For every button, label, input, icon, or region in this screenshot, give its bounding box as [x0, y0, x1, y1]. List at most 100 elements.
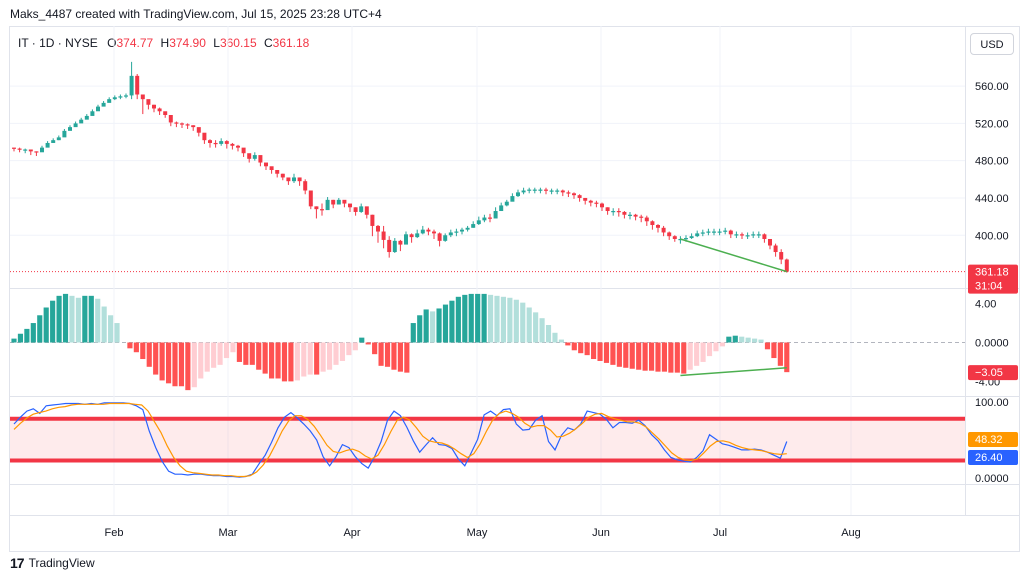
close-label: C [263, 36, 273, 50]
candle-body [90, 111, 95, 116]
candle-body [224, 141, 229, 144]
candle-body [17, 148, 22, 150]
last-price-box [968, 264, 1018, 294]
open-value: 374.77 [116, 36, 154, 50]
candle-body [118, 96, 123, 98]
candle-body [303, 181, 308, 191]
candle-body [331, 199, 336, 205]
momentum-bar [487, 294, 494, 343]
candle-body [392, 240, 397, 253]
momentum-bar [578, 342, 584, 354]
candle-body [566, 192, 571, 194]
candle-body [588, 200, 593, 203]
x-axis-tick: Jul [713, 527, 727, 539]
candle-body [180, 123, 184, 125]
momentum-bar [236, 342, 242, 362]
candle-body [51, 140, 56, 143]
momentum-bar [314, 342, 320, 375]
candle-body [639, 216, 644, 218]
tradingview-logo[interactable]: 17 TradingView [10, 555, 95, 571]
momentum-bar [153, 342, 159, 375]
momentum-bar [552, 332, 558, 343]
stochastic-k-line [13, 402, 788, 478]
candle-body [527, 189, 532, 191]
momentum-bar [365, 342, 371, 345]
momentum-bar [417, 315, 423, 343]
candle-body [465, 227, 470, 230]
momentum-bar [165, 342, 172, 384]
momentum-bar [391, 342, 397, 370]
candle-body [499, 205, 504, 212]
low-value: 360.15 [219, 36, 257, 50]
momentum-bar [11, 338, 17, 343]
chart-frame [9, 26, 1020, 552]
momentum-bar [333, 342, 339, 365]
momentum-bar [95, 298, 101, 343]
candle-body [728, 230, 733, 235]
author-line: Maks_4487 created with TradingView.com, … [10, 7, 382, 21]
momentum-bar [423, 309, 429, 343]
momentum-bar [481, 293, 487, 343]
momentum-bar [745, 337, 751, 343]
momentum-bar [732, 335, 738, 343]
momentum-bar [159, 342, 165, 381]
momentum-bar [636, 342, 642, 370]
candle-body [706, 231, 711, 233]
momentum-bar [591, 342, 597, 360]
momentum-bar [178, 342, 185, 387]
candle-body [443, 235, 448, 241]
candle-body [605, 207, 610, 212]
momentum-bar [269, 342, 275, 379]
momentum-bar [275, 342, 281, 379]
momentum-bar [256, 342, 262, 370]
momentum-bar [352, 342, 358, 351]
candle-body [661, 227, 666, 233]
candle-body [482, 217, 487, 221]
momentum-bar [307, 342, 313, 375]
momentum-bar [243, 342, 249, 365]
momentum-bar [713, 342, 719, 352]
momentum-axis-tick: 4.00 [975, 299, 996, 311]
momentum-bar [681, 342, 687, 374]
candle-body [62, 130, 67, 138]
momentum-bar [629, 342, 635, 369]
candle-body [583, 197, 588, 201]
momentum-bar [545, 325, 552, 343]
close-value: 361.18 [272, 36, 310, 50]
momentum-bar [623, 342, 629, 368]
momentum-bar [616, 342, 622, 367]
candle-body [628, 214, 632, 216]
candle-body [762, 234, 767, 239]
stochastic-d-label: 48.32 [975, 434, 1003, 446]
candle-body [717, 231, 722, 233]
symbol-line[interactable]: IT · 1D · NYSE [18, 36, 98, 50]
candle-body [185, 124, 190, 126]
momentum-bar [185, 342, 191, 391]
momentum-bar [69, 295, 75, 343]
countdown-label: 31:04 [975, 281, 1003, 293]
stochastic-axis-tick: 0.0000 [975, 473, 1009, 485]
candle-body [325, 199, 330, 211]
candle-body [152, 104, 156, 109]
currency-button[interactable]: USD [970, 33, 1014, 55]
candle-body [538, 189, 543, 191]
candle-body [314, 206, 319, 210]
candle-body [633, 214, 638, 217]
candle-body [23, 149, 28, 151]
price-axis-tick: 520.00 [975, 118, 1009, 130]
candle-body [370, 214, 375, 226]
momentum-bar [114, 323, 120, 343]
candle-body [488, 217, 492, 219]
candle-body [448, 232, 453, 236]
momentum-bar [648, 342, 655, 371]
candle-body [353, 207, 358, 212]
candle-body [734, 234, 739, 236]
last-price-label: 361.18 [975, 267, 1009, 279]
momentum-bar [571, 342, 577, 351]
momentum-bar [191, 342, 197, 388]
candle-body [163, 111, 168, 115]
candle-body [230, 143, 235, 146]
momentum-bar [217, 342, 223, 365]
candle-body [404, 234, 408, 245]
